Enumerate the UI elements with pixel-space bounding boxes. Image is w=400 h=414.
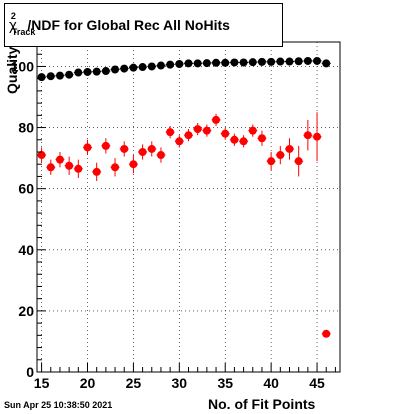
x-tick-label: 40 [263, 375, 279, 391]
axis-ticks [37, 41, 336, 373]
plot-frame [36, 41, 341, 373]
red-data-point [101, 141, 110, 150]
red-data-point [193, 125, 202, 134]
x-tick-label: 30 [172, 375, 188, 391]
red-data-point [129, 160, 138, 169]
chart-title: χ2 Track/NDF for Global Rec All NoHits [9, 11, 230, 37]
title-box: χ2 Track/NDF for Global Rec All NoHits [4, 3, 283, 47]
red-data-point [313, 132, 322, 141]
black-data-point [166, 60, 175, 69]
red-data-point [257, 134, 266, 143]
black-data-point [221, 58, 230, 67]
red-data-point [230, 135, 239, 144]
black-data-point [248, 58, 257, 67]
black-data-point [257, 57, 266, 66]
red-data-point [294, 157, 303, 166]
red-data-point [111, 163, 120, 172]
y-tick-label: 100 [11, 58, 35, 74]
red-data-point [248, 126, 257, 135]
red-data-point [184, 131, 193, 140]
black-data-point [184, 59, 193, 68]
red-data-point [65, 161, 74, 170]
title-rest: /NDF for Global Rec All NoHits [27, 17, 230, 33]
black-data-point [74, 68, 83, 77]
y-tick-label: 80 [18, 120, 34, 136]
black-data-point [83, 67, 92, 76]
black-data-point [120, 64, 129, 73]
red-data-point [212, 115, 221, 124]
red-data-point [303, 131, 312, 140]
black-data-point [212, 58, 221, 67]
black-data-point [65, 70, 74, 79]
red-data-point [221, 129, 230, 138]
title-subscript: Track [11, 27, 36, 37]
black-data-point [101, 67, 110, 76]
red-data-point [37, 151, 46, 160]
black-data-point [111, 65, 120, 74]
y-tick-label: 40 [18, 242, 34, 258]
x-tick-label: 15 [34, 375, 50, 391]
red-data-point [322, 329, 331, 338]
y-tick-label: 20 [18, 303, 34, 319]
red-data-point [46, 163, 55, 172]
tick-labels: 15 20 25 30 35 40 45 0 20 40 60 80 100 [11, 58, 325, 391]
red-data-point [83, 143, 92, 152]
black-data-point [55, 71, 64, 80]
x-tick-label: 45 [309, 375, 325, 391]
red-data-point [74, 164, 83, 173]
x-axis-label: No. of Fit Points [208, 396, 316, 412]
black-data-point [276, 57, 285, 66]
data-points [37, 56, 331, 338]
black-data-point [129, 63, 138, 72]
black-data-point [303, 56, 312, 65]
red-data-point [202, 126, 211, 135]
black-data-point [156, 61, 165, 70]
title-superscript: 2 [10, 11, 16, 21]
x-tick-label: 20 [80, 375, 96, 391]
black-data-point [138, 63, 147, 72]
red-data-point [92, 167, 101, 176]
y-tick-label: 0 [26, 364, 34, 380]
title-chi: χ [9, 17, 17, 34]
red-data-point [166, 128, 175, 137]
black-data-point [46, 72, 55, 81]
black-data-point [267, 57, 276, 66]
error-bars [37, 58, 331, 335]
black-data-point [147, 62, 156, 71]
red-data-point [267, 157, 276, 166]
red-data-point [239, 137, 248, 146]
red-data-point [276, 151, 285, 160]
x-tick-label: 25 [126, 375, 142, 391]
black-data-point [202, 59, 211, 68]
red-data-point [55, 155, 64, 164]
red-data-point [285, 144, 294, 153]
black-data-point [239, 58, 248, 67]
black-data-point [193, 59, 202, 68]
black-data-point [294, 57, 303, 66]
black-data-point [37, 73, 46, 82]
red-data-point [156, 151, 165, 160]
black-data-point [322, 59, 331, 68]
black-data-point [175, 60, 184, 68]
red-data-point [147, 144, 156, 153]
red-data-point [175, 137, 184, 146]
x-tick-label: 35 [217, 375, 233, 391]
y-tick-label: 60 [18, 181, 34, 197]
black-data-point [230, 58, 239, 67]
black-data-point [92, 67, 101, 76]
y-axis-label: Quality [4, 46, 20, 94]
black-data-point [285, 57, 294, 66]
red-data-point [120, 144, 129, 153]
red-data-point [138, 148, 147, 156]
black-data-point [313, 56, 322, 65]
timestamp: Sun Apr 25 10:38:50 2021 [4, 400, 113, 410]
grid-lines [37, 42, 340, 373]
